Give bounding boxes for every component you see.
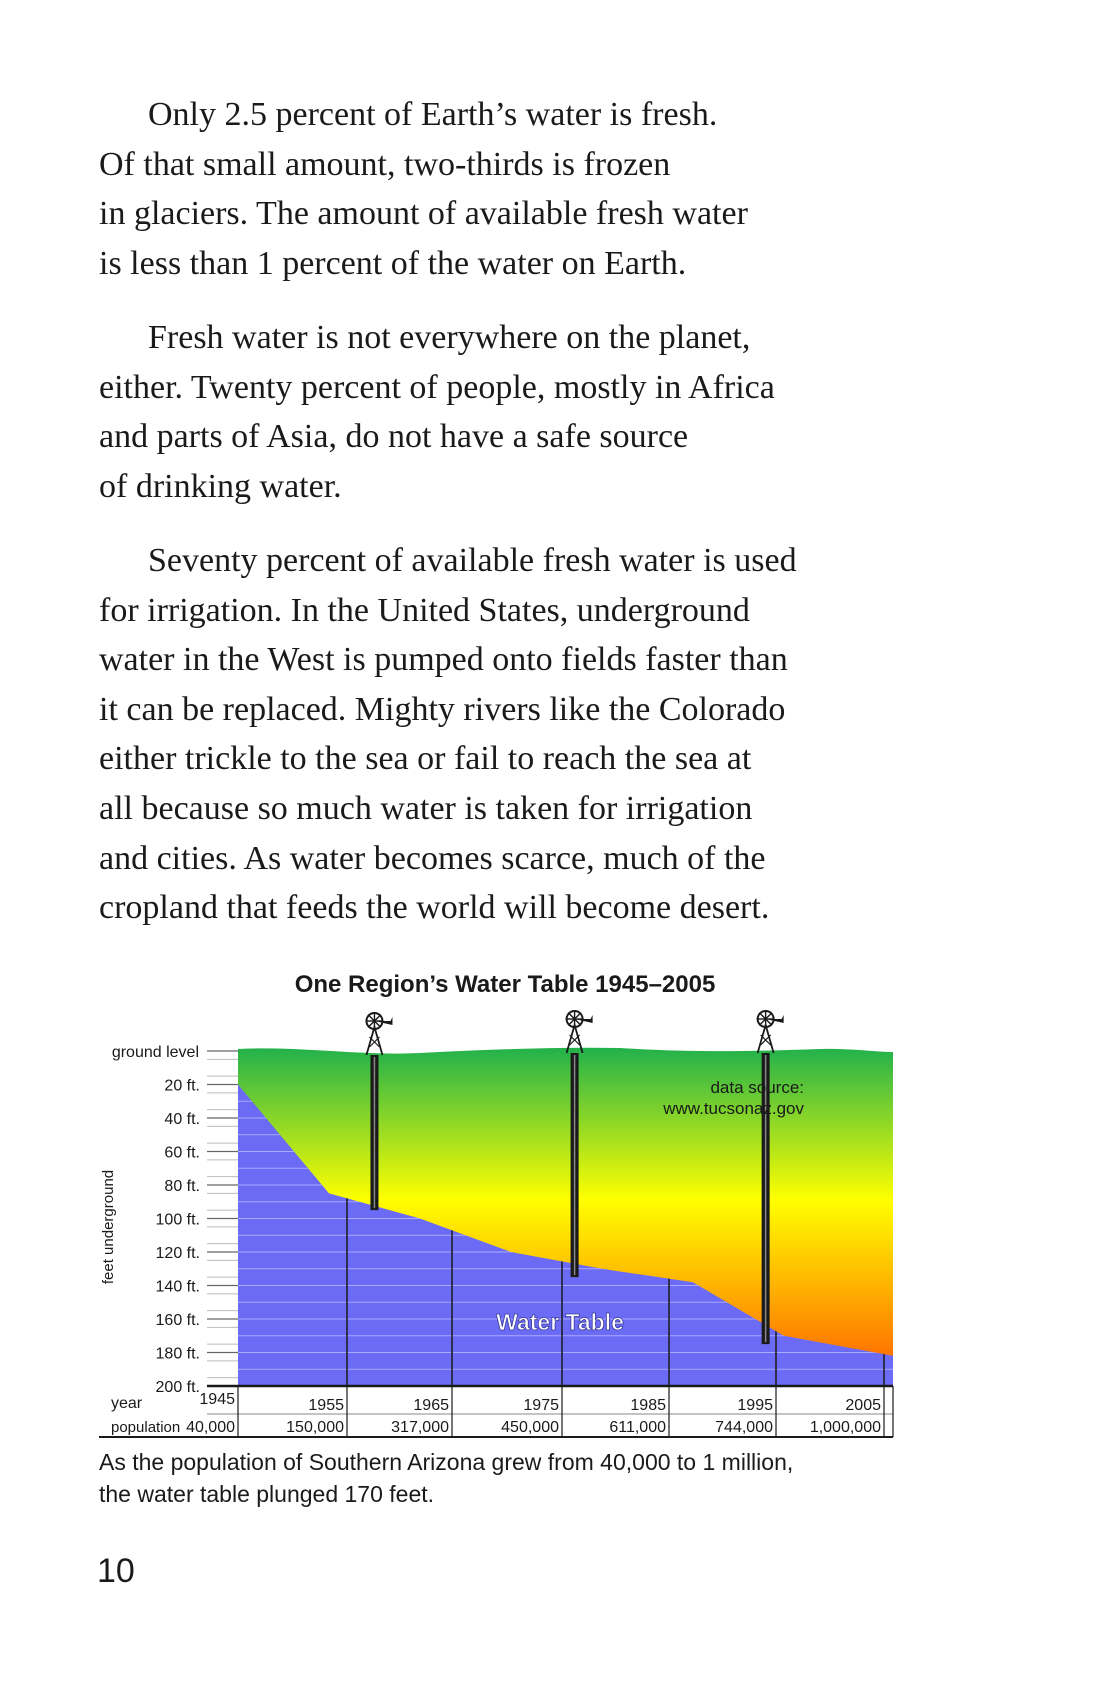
x-tick-label: 1955 xyxy=(308,1397,344,1414)
caption-line: As the population of Southern Arizona gr… xyxy=(99,1449,794,1475)
windmill-blade xyxy=(574,1012,582,1020)
windmill-tower xyxy=(756,1021,775,1054)
y-tick-label: 60 ft. xyxy=(164,1145,200,1162)
text-line: for irrigation. In the United States, un… xyxy=(99,591,750,629)
text-line: it can be replaced. Mighty rivers like t… xyxy=(99,690,786,728)
text-line: and cities. As water becomes scarce, muc… xyxy=(99,839,766,877)
text-line: water in the West is pumped onto fields … xyxy=(99,641,788,679)
x-tick-label: 1975 xyxy=(523,1397,559,1414)
text-line: Fresh water is not everywhere on the pla… xyxy=(148,319,751,356)
windmill-blade xyxy=(567,1012,576,1020)
text-line: either trickle to the sea or fail to rea… xyxy=(99,740,752,778)
caption-line: the water table plunged 170 feet. xyxy=(99,1481,435,1507)
figure-caption: As the population of Southern Arizona gr… xyxy=(99,1446,793,1510)
paragraph-3: Seventy percent of available fresh water… xyxy=(99,536,959,933)
windmill-brace xyxy=(569,1034,581,1046)
series-label: Water Table xyxy=(496,1309,624,1335)
y-tick-label: ground level xyxy=(112,1044,199,1061)
x-tick-label: 1965 xyxy=(413,1397,449,1414)
text-line: of drinking water. xyxy=(99,467,342,505)
y-tick-label: 20 ft. xyxy=(164,1078,200,1095)
y-tick-label: 160 ft. xyxy=(156,1312,200,1329)
chart-title: One Region’s Water Table 1945–2005 xyxy=(295,971,716,998)
x-tick-label: 1945 xyxy=(199,1391,235,1408)
windmill-well-icon xyxy=(756,1010,784,1345)
x-tick-label: 1985 xyxy=(630,1397,666,1414)
windmill-blade xyxy=(373,1014,382,1022)
y-tick-label: 140 ft. xyxy=(156,1279,200,1296)
year-row-label: year xyxy=(111,1395,143,1412)
text-line: Only 2.5 percent of Earth’s water is fre… xyxy=(148,96,718,133)
population-label: 450,000 xyxy=(501,1419,559,1436)
windmill-blade xyxy=(758,1012,767,1020)
population-row-label: population xyxy=(111,1419,180,1436)
x-tick-label: 2005 xyxy=(845,1397,881,1414)
text-line: Of that small amount, two-thirds is froz… xyxy=(99,145,671,183)
text-line: either. Twenty percent of people, mostly… xyxy=(99,368,775,406)
y-tick-label: 200 ft. xyxy=(156,1379,200,1396)
water-table-chart: One Region’s Water Table 1945–2005 Water… xyxy=(99,971,894,1438)
text-line: all because so much water is taken for i… xyxy=(99,789,753,827)
windmill-tail xyxy=(765,1015,784,1023)
paragraph-2: Fresh water is not everywhere on the pla… xyxy=(99,313,959,511)
windmill-tower xyxy=(365,1023,384,1056)
population-label: 611,000 xyxy=(609,1419,666,1436)
text-line: cropland that feeds the world will becom… xyxy=(99,889,770,927)
windmill-blade xyxy=(758,1018,767,1026)
y-axis-title: feet underground xyxy=(100,1170,117,1284)
windmill-blade xyxy=(765,1012,773,1020)
x-tick-label: 1995 xyxy=(737,1397,773,1414)
water-table-area xyxy=(238,1084,893,1386)
windmill-brace xyxy=(369,1036,380,1048)
windmill-blade xyxy=(567,1018,576,1026)
text-line: in glaciers. The amount of available fre… xyxy=(99,195,748,233)
text-line: is less than 1 percent of the water on E… xyxy=(99,244,687,282)
population-label: 317,000 xyxy=(391,1419,449,1436)
page-number: 10 xyxy=(97,1552,135,1590)
population-label: 150,000 xyxy=(286,1419,344,1436)
data-source-annotation: www.tucsonaz.gov xyxy=(662,1099,804,1118)
y-tick-label: 120 ft. xyxy=(156,1245,200,1262)
text-line: Seventy percent of available fresh water… xyxy=(148,542,797,579)
text-line: and parts of Asia, do not have a safe so… xyxy=(99,418,689,456)
windmill-tail xyxy=(374,1017,393,1025)
y-tick-label: 100 ft. xyxy=(156,1212,200,1229)
windmill-blade xyxy=(373,1020,382,1028)
windmill-blade xyxy=(574,1018,582,1026)
windmill-blade xyxy=(367,1014,375,1022)
data-source-annotation: data source: xyxy=(710,1078,804,1097)
paragraph-1: Only 2.5 percent of Earth’s water is fre… xyxy=(99,90,959,288)
population-label: 1,000,000 xyxy=(810,1419,881,1436)
population-label: 40,000 xyxy=(186,1419,235,1436)
windmill-well-icon xyxy=(565,1010,593,1278)
windmill-blade xyxy=(765,1018,773,1026)
windmill-well-icon xyxy=(365,1012,393,1211)
windmill-brace xyxy=(760,1034,772,1046)
y-tick-label: 80 ft. xyxy=(164,1178,200,1195)
population-label: 744,000 xyxy=(715,1419,773,1436)
y-tick-label: 40 ft. xyxy=(164,1111,200,1128)
windmill-blade xyxy=(367,1020,375,1028)
y-tick-label: 180 ft. xyxy=(156,1346,200,1363)
windmill-tail xyxy=(574,1015,593,1023)
